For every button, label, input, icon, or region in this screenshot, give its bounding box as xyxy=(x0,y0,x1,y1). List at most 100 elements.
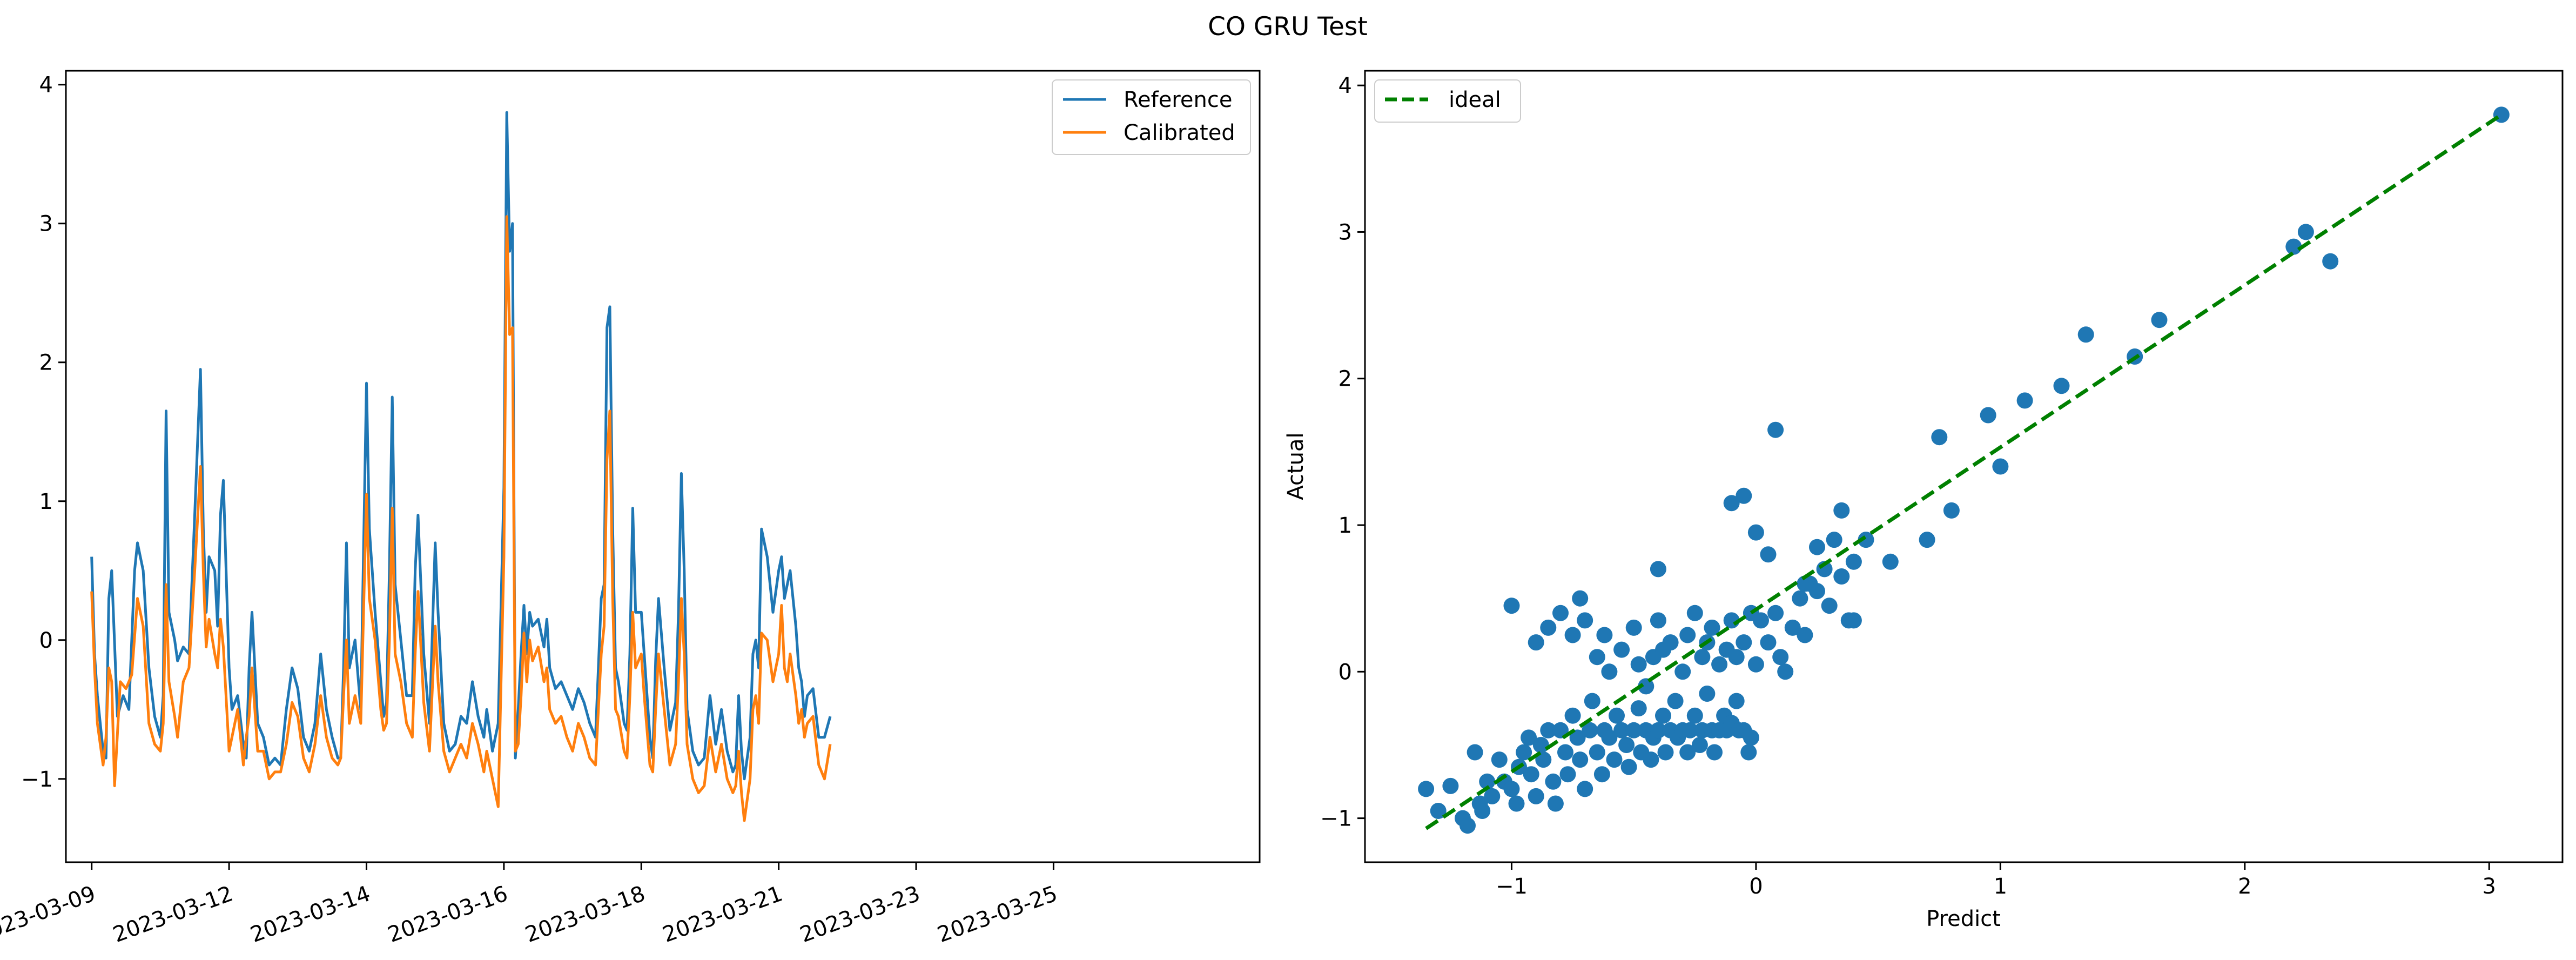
scatter-point xyxy=(1638,678,1654,695)
scatter-point xyxy=(1728,693,1745,709)
scatter-point xyxy=(1528,788,1544,804)
scatter-point xyxy=(1516,744,1532,761)
scatter-point xyxy=(1706,744,1723,761)
scatter-point xyxy=(1826,532,1842,548)
scatter-point xyxy=(1620,758,1637,775)
scatter-point xyxy=(1430,803,1447,819)
scatter-point xyxy=(1694,649,1711,666)
scatter-point xyxy=(1459,817,1476,834)
scatter-panel: −1 0 1 2 3 4 −1 0 1 2 3 Predict Actual ideal xyxy=(1283,70,2564,931)
x-tick-label: 0 xyxy=(1749,874,1763,899)
scatter-point xyxy=(1704,619,1720,636)
scatter-point xyxy=(1630,700,1647,717)
figure-title: CO GRU Test xyxy=(1208,12,1368,42)
scatter-point xyxy=(1691,737,1708,753)
scatter-point xyxy=(1747,524,1764,541)
scatter-point xyxy=(1564,627,1581,643)
scatter-point xyxy=(2077,326,2094,343)
scatter-point xyxy=(1593,766,1610,783)
scatter-point xyxy=(1528,634,1544,651)
y-tick-label: 0 xyxy=(39,628,53,653)
scatter-point xyxy=(1572,751,1589,768)
scatter-point xyxy=(1625,619,1642,636)
scatter-point xyxy=(1547,795,1564,812)
scatter-point xyxy=(1772,649,1789,666)
scatter-point xyxy=(2322,253,2339,270)
scatter-point xyxy=(1559,766,1576,783)
scatter-point xyxy=(1618,737,1635,753)
scatter-y-axis-title: Actual xyxy=(1283,432,1308,500)
scatter-point xyxy=(1792,590,1808,607)
scatter-point xyxy=(1809,539,1825,555)
scatter-point xyxy=(1667,693,1684,709)
scatter-point xyxy=(1569,729,1586,746)
scatter-point xyxy=(1577,612,1593,629)
y-tick-label: 0 xyxy=(1339,660,1352,684)
scatter-point xyxy=(1474,803,1491,819)
y-tick-label: 4 xyxy=(1339,73,1352,98)
y-tick-label: 1 xyxy=(39,489,53,514)
timeseries-series-layer xyxy=(90,111,832,822)
scatter-point xyxy=(2053,378,2070,394)
scatter-x-ticks: −1 0 1 2 3 xyxy=(1496,862,2496,899)
scatter-y-ticks: −1 0 1 2 3 4 xyxy=(1320,73,1365,831)
scatter-point xyxy=(1442,777,1459,794)
timeseries-legend: Reference Calibrated xyxy=(1052,79,1251,155)
y-tick-label: 3 xyxy=(1339,220,1352,245)
scatter-point xyxy=(1545,773,1562,790)
scatter-point xyxy=(1797,627,1813,643)
scatter-point xyxy=(1686,605,1703,621)
scatter-point xyxy=(1540,619,1557,636)
scatter-point xyxy=(1540,722,1557,739)
scatter-point xyxy=(1503,781,1520,797)
y-tick-label: −1 xyxy=(1320,807,1352,831)
scatter-point xyxy=(1625,722,1642,739)
series-line-reference xyxy=(90,111,832,781)
scatter-point xyxy=(1589,649,1605,666)
scatter-point xyxy=(1662,634,1679,651)
scatter-point xyxy=(1613,641,1630,658)
scatter-point xyxy=(2151,312,2168,328)
scatter-point xyxy=(1753,612,1769,629)
scatter-points-layer xyxy=(1418,106,2510,834)
scatter-point xyxy=(1657,744,1674,761)
scatter-point xyxy=(1601,729,1618,746)
x-tick-label: 2 xyxy=(2238,874,2251,899)
scatter-point xyxy=(1596,627,1613,643)
scatter-point xyxy=(1740,744,1757,761)
scatter-point xyxy=(1736,487,1752,504)
scatter-point xyxy=(1728,649,1745,666)
scatter-point xyxy=(1613,722,1630,739)
series-line-calibrated xyxy=(90,215,832,822)
scatter-point xyxy=(1858,532,1874,548)
scatter-point xyxy=(1833,568,1850,585)
scatter-point xyxy=(1980,407,1996,424)
scatter-point xyxy=(1491,751,1508,768)
scatter-point xyxy=(1943,502,1960,519)
scatter-point xyxy=(1552,605,1569,621)
scatter-point xyxy=(1577,781,1593,797)
scatter-legend: ideal xyxy=(1374,79,1521,123)
scatter-point xyxy=(1743,729,1759,746)
scatter-point xyxy=(1833,502,1850,519)
scatter-point xyxy=(1418,781,1435,797)
x-tick-label: 1 xyxy=(1994,874,2007,899)
y-tick-label: 1 xyxy=(1339,513,1352,538)
scatter-point xyxy=(1682,722,1698,739)
scatter-point xyxy=(1723,495,1740,512)
scatter-point xyxy=(1484,788,1501,804)
ideal-line xyxy=(1425,113,2503,830)
scatter-point xyxy=(1601,663,1618,680)
y-tick-label: 2 xyxy=(1339,367,1352,392)
scatter-point xyxy=(1609,707,1625,724)
scatter-point xyxy=(1760,546,1777,563)
scatter-point xyxy=(1521,729,1537,746)
scatter-point xyxy=(1674,663,1691,680)
scatter-point xyxy=(1679,744,1696,761)
scatter-point xyxy=(1557,744,1573,761)
scatter-point xyxy=(1508,795,1525,812)
scatter-point xyxy=(1767,421,1784,438)
scatter-point xyxy=(1479,773,1496,790)
timeseries-y-ticks: −1 0 1 2 3 4 xyxy=(21,73,66,792)
scatter-point xyxy=(1736,634,1752,651)
